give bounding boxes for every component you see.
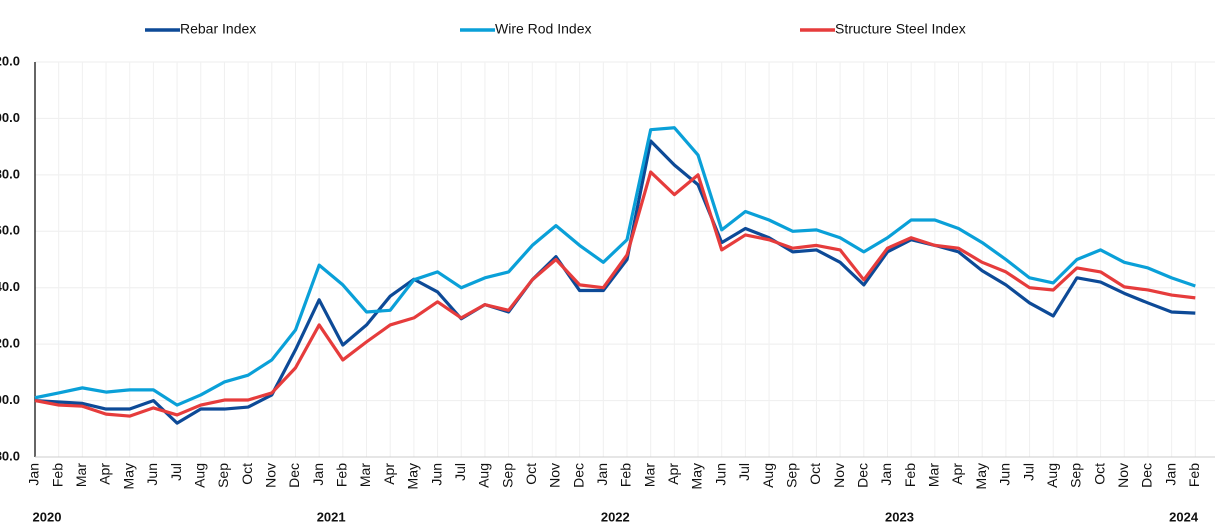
x-tick-label: Feb <box>49 463 65 487</box>
x-tick-label: Nov <box>831 463 847 488</box>
y-tick-label: 180.0 <box>0 166 20 181</box>
y-tick-label: 80.0 <box>0 448 20 463</box>
x-tick-label: Jan <box>310 463 326 486</box>
year-label: 2024 <box>1169 509 1199 523</box>
y-tick-label: 120.0 <box>0 336 20 351</box>
x-tick-label: Sep <box>1068 463 1084 488</box>
x-tick-label: May <box>973 463 989 489</box>
x-tick-label: Oct <box>1091 463 1107 485</box>
y-tick-label: 200.0 <box>0 110 20 125</box>
x-tick-label: Jun <box>144 463 160 486</box>
x-tick-label: Mar <box>357 463 373 487</box>
x-tick-label: Dec <box>1139 463 1155 488</box>
x-tick-label: May <box>689 463 705 489</box>
y-tick-label: 100.0 <box>0 392 20 407</box>
x-tick-label: Aug <box>760 463 776 488</box>
x-tick-label: Sep <box>499 463 515 488</box>
x-tick-label: Nov <box>1115 463 1131 488</box>
x-tick-label: Jan <box>878 463 894 486</box>
x-tick-label: Apr <box>949 463 965 485</box>
x-tick-label: Jun <box>712 463 728 486</box>
x-tick-label: Jul <box>736 463 752 481</box>
x-tick-label: Aug <box>191 463 207 488</box>
x-tick-label: Jan <box>26 463 42 486</box>
x-tick-label: May <box>405 463 421 489</box>
line-series <box>34 139 1196 425</box>
x-tick-label: Feb <box>902 463 918 487</box>
x-tick-label: Dec <box>855 463 871 488</box>
x-tick-label: Sep <box>783 463 799 488</box>
x-tick-label: Nov <box>547 463 563 488</box>
year-label: 2021 <box>317 509 346 523</box>
legend-label: Wire Rod Index <box>495 21 591 37</box>
x-tick-label: Feb <box>1186 463 1202 487</box>
x-tick-label: Apr <box>665 463 681 485</box>
y-tick-label: 140.0 <box>0 279 20 294</box>
line-series <box>34 126 1196 407</box>
x-tick-label: Oct <box>239 463 255 485</box>
x-tick-label: Apr <box>381 463 397 485</box>
year-label: 2022 <box>601 509 630 523</box>
x-tick-label: Aug <box>1044 463 1060 488</box>
x-tick-label: Feb <box>618 463 634 487</box>
x-tick-label: Oct <box>523 463 539 485</box>
y-tick-label: 160.0 <box>0 223 20 238</box>
x-tick-label: Apr <box>97 463 113 485</box>
year-label: 2023 <box>885 509 914 523</box>
legend-label: Structure Steel Index <box>835 21 966 37</box>
x-tick-label: Oct <box>807 463 823 485</box>
x-tick-label: Dec <box>286 463 302 488</box>
y-tick-label: 220.0 <box>0 53 20 68</box>
x-tick-label: Nov <box>263 463 279 488</box>
x-tick-label: Jul <box>452 463 468 481</box>
year-label: 2020 <box>33 509 62 523</box>
x-tick-label: Aug <box>476 463 492 488</box>
line-series <box>34 170 1196 418</box>
x-tick-label: Jan <box>594 463 610 486</box>
x-tick-label: Mar <box>641 463 657 487</box>
x-tick-label: May <box>120 463 136 489</box>
x-tick-label: Mar <box>73 463 89 487</box>
x-tick-label: Jul <box>168 463 184 481</box>
x-tick-label: Mar <box>926 463 942 487</box>
legend-label: Rebar Index <box>180 21 256 37</box>
x-tick-label: Dec <box>570 463 586 488</box>
x-tick-label: Feb <box>334 463 350 487</box>
x-tick-label: Jun <box>997 463 1013 486</box>
x-tick-label: Sep <box>215 463 231 488</box>
x-tick-label: Jan <box>1162 463 1178 486</box>
x-tick-label: Jul <box>1020 463 1036 481</box>
x-tick-label: Jun <box>428 463 444 486</box>
